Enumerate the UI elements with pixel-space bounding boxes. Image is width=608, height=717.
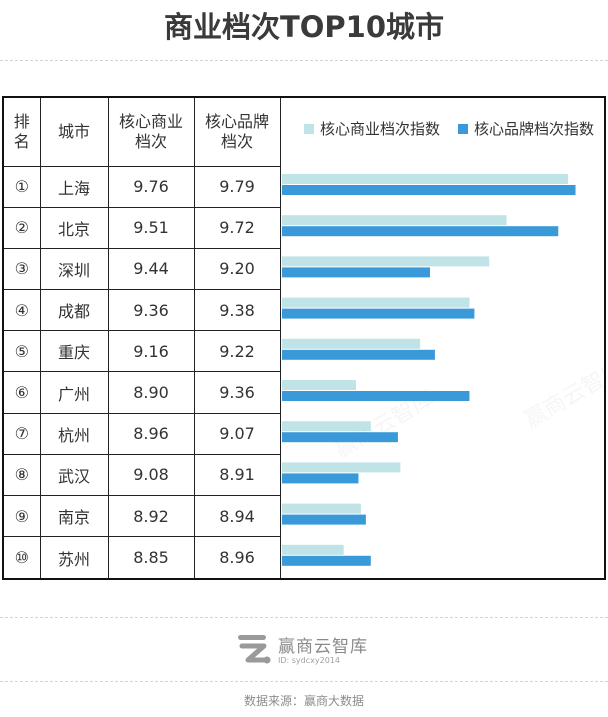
rank-cell: ⑨ xyxy=(4,495,41,538)
logo-id: ID: sydcxy2014 xyxy=(278,656,340,665)
table-row: ⑤ 重庆 9.16 9.22 xyxy=(4,330,281,373)
legend-label: 核心品牌档次指数 xyxy=(474,120,594,138)
brand-value-cell: 8.94 xyxy=(193,495,281,538)
commercial-bar xyxy=(282,297,470,308)
rank-cell: ① xyxy=(4,165,41,208)
commercial-value-cell: 9.08 xyxy=(107,453,195,497)
header-rank: 排名 xyxy=(4,98,41,167)
watermark: 赢商云智库 xyxy=(521,357,605,434)
commercial-value-cell: 9.76 xyxy=(107,165,195,208)
legend-label: 核心商业档次指数 xyxy=(320,120,440,138)
city-cell: 武汉 xyxy=(39,453,109,497)
rank-cell: ⑩ xyxy=(4,536,41,578)
legend-swatch xyxy=(458,124,468,134)
city-cell: 广州 xyxy=(39,371,109,414)
table-header-row: 排名 城市 核心商业档次 核心品牌档次 xyxy=(4,98,281,167)
commercial-bar xyxy=(282,256,490,267)
city-cell: 上海 xyxy=(39,165,109,208)
table-row: ⑥ 广州 8.90 9.36 xyxy=(4,371,281,414)
commercial-value-cell: 8.96 xyxy=(107,412,195,455)
table-row: ⑦ 杭州 8.96 9.07 xyxy=(4,412,281,455)
brand-bar xyxy=(282,391,470,401)
divider xyxy=(0,60,608,61)
brand-value-cell: 9.79 xyxy=(193,165,281,208)
brand-value-cell: 9.22 xyxy=(193,330,281,373)
table-row: ④ 成都 9.36 9.38 xyxy=(4,289,281,332)
rank-cell: ④ xyxy=(4,289,41,332)
city-cell: 苏州 xyxy=(39,536,109,578)
brand-value-cell: 9.07 xyxy=(193,412,281,455)
table-row: ⑧ 武汉 9.08 8.91 xyxy=(4,453,281,497)
rank-cell: ⑥ xyxy=(4,371,41,414)
city-cell: 成都 xyxy=(39,289,109,332)
commercial-bar xyxy=(282,503,361,514)
brand-value-cell: 9.36 xyxy=(193,371,281,414)
table-row: ⑩ 苏州 8.85 8.96 xyxy=(4,536,281,578)
commercial-bar xyxy=(282,174,569,184)
brand-bar xyxy=(282,308,475,319)
divider xyxy=(0,681,608,682)
chart-frame: 排名 城市 核心商业档次 核心品牌档次 ① 上海 9.76 9.79 ② 北京 9.51 9.… xyxy=(2,96,606,580)
table-row: ⑨ 南京 8.92 8.94 xyxy=(4,495,281,538)
header-brand: 核心品牌档次 xyxy=(193,98,281,167)
rank-cell: ⑦ xyxy=(4,412,41,455)
commercial-value-cell: 9.16 xyxy=(107,330,195,373)
commercial-bar xyxy=(282,215,507,226)
header-commercial: 核心商业档次 xyxy=(107,98,195,167)
commercial-value-cell: 9.51 xyxy=(107,206,195,249)
logo-name: 赢商云智库 xyxy=(278,637,368,657)
commercial-bar xyxy=(282,544,344,555)
commercial-bar xyxy=(282,421,371,432)
city-cell: 深圳 xyxy=(39,247,109,291)
divider xyxy=(0,617,608,618)
commercial-bar xyxy=(282,338,421,349)
commercial-value-cell: 8.85 xyxy=(107,536,195,578)
commercial-value-cell: 8.90 xyxy=(107,371,195,414)
table-row: ② 北京 9.51 9.72 xyxy=(4,206,281,249)
brand-value-cell: 9.38 xyxy=(193,289,281,332)
brand-bar xyxy=(282,432,398,443)
brand-value-cell: 9.72 xyxy=(193,206,281,249)
commercial-bar xyxy=(282,462,401,473)
page-title: 商业档次TOP10城市 xyxy=(163,10,445,44)
brand-bar xyxy=(282,555,371,566)
brand-value-cell: 8.91 xyxy=(193,453,281,497)
table-row: ① 上海 9.76 9.79 xyxy=(4,165,281,208)
legend-swatch xyxy=(304,124,314,134)
rank-cell: ⑤ xyxy=(4,330,41,373)
logo-icon xyxy=(238,635,271,664)
brand-value-cell: 9.20 xyxy=(193,247,281,291)
commercial-value-cell: 8.92 xyxy=(107,495,195,538)
commercial-bar xyxy=(282,380,356,390)
city-cell: 杭州 xyxy=(39,412,109,455)
brand-bar xyxy=(282,226,559,237)
commercial-value-cell: 9.36 xyxy=(107,289,195,332)
ranking-table: 排名 城市 核心商业档次 核心品牌档次 ① 上海 9.76 9.79 ② 北京 9.51 9.… xyxy=(4,98,281,578)
commercial-value-cell: 9.44 xyxy=(107,247,195,291)
brand-bar xyxy=(282,514,366,525)
city-cell: 重庆 xyxy=(39,330,109,373)
header-city: 城市 xyxy=(39,98,109,167)
brand-bar xyxy=(282,349,435,360)
rank-cell: ⑧ xyxy=(4,453,41,497)
rank-cell: ③ xyxy=(4,247,41,291)
data-source: 数据来源：赢商大数据 xyxy=(243,694,364,708)
brand-value-cell: 8.96 xyxy=(193,536,281,578)
rank-cell: ② xyxy=(4,206,41,249)
city-cell: 南京 xyxy=(39,495,109,538)
brand-bar xyxy=(282,185,576,195)
city-cell: 北京 xyxy=(39,206,109,249)
table-row: ③ 深圳 9.44 9.20 xyxy=(4,247,281,291)
brand-bar xyxy=(282,267,430,278)
brand-bar xyxy=(282,473,359,484)
brand-logo: 赢商云智库 ID: sydcxy2014 xyxy=(230,630,390,670)
